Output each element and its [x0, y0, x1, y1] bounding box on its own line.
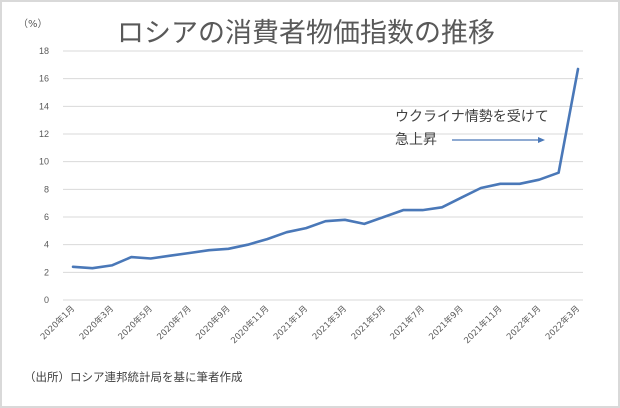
y-tick-label: 8 — [44, 184, 49, 194]
y-axis-ticks: 0 2 4 6 8 10 12 14 16 18 — [39, 46, 49, 305]
x-tick-label: 2021年7月 — [388, 303, 427, 342]
annotation-line-2: 急上昇 — [395, 132, 437, 148]
x-tick-label: 2020年11月 — [229, 303, 272, 346]
y-tick-label: 6 — [44, 212, 49, 222]
x-tick-label: 2021年5月 — [349, 303, 388, 342]
y-tick-label: 16 — [39, 74, 49, 84]
x-tick-label: 2021年3月 — [310, 303, 349, 342]
x-tick-label: 2022年1月 — [504, 303, 543, 342]
x-tick-label: 2021年11月 — [462, 303, 505, 346]
y-tick-label: 10 — [39, 157, 49, 167]
y-tick-label: 2 — [44, 267, 49, 277]
x-tick-label: 2020年9月 — [194, 303, 233, 342]
y-tick-label: 4 — [44, 240, 49, 250]
x-tick-label: 2021年9月 — [427, 303, 466, 342]
y-tick-label: 18 — [39, 46, 49, 56]
source-note: （出所）ロシア連邦統計局を基に筆者作成 — [24, 370, 243, 384]
cpi-series-line — [71, 67, 580, 270]
x-tick-label: 2021年1月 — [271, 303, 310, 342]
x-axis-ticks: 2020年1月 2020年3月 2020年5月 2020年7月 2020年9月2020年… — [38, 303, 582, 346]
x-tick-label: 2020年5月 — [116, 303, 155, 342]
x-tick-label: 2020年7月 — [155, 303, 194, 342]
annotation-line-1: ウクライナ情勢を受けて — [395, 109, 549, 125]
y-tick-label: 14 — [39, 101, 49, 111]
y-axis-unit-label: （%） — [18, 18, 48, 30]
annotation-arrow — [452, 137, 545, 143]
x-tick-label: 2020年1月 — [38, 303, 77, 342]
gridlines — [63, 50, 583, 301]
x-tick-label: 2022年3月 — [543, 303, 582, 342]
y-tick-label: 12 — [39, 129, 49, 139]
chart-title: ロシアの消費者物価指数の推移 — [117, 18, 495, 49]
y-tick-label: 0 — [44, 295, 49, 305]
x-tick-label: 2020年3月 — [77, 303, 116, 342]
